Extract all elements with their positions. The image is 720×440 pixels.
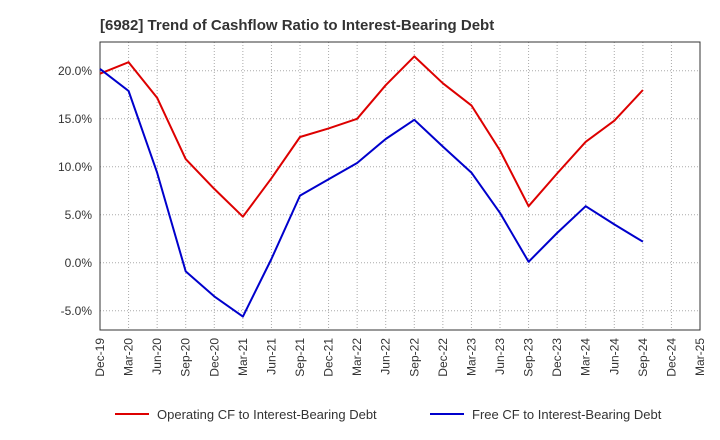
x-tick-label: Mar-21 [236,338,250,376]
x-tick-label: Mar-24 [579,338,593,376]
series-line-free-cf [99,68,644,318]
y-tick-label: 10.0% [58,160,92,174]
legend-item: Free CF to Interest-Bearing Debt [430,407,662,422]
x-tick-label: Dec-20 [207,338,221,377]
y-tick-label: 0.0% [65,256,93,270]
x-tick-label: Sep-23 [522,338,536,377]
x-tick-label: Mar-23 [464,338,478,376]
y-tick-label: 5.0% [65,208,93,222]
x-tick-label: Dec-19 [93,338,107,377]
legend-label: Operating CF to Interest-Bearing Debt [157,407,377,422]
x-tick-label: Dec-21 [322,338,336,377]
x-tick-label: Dec-23 [550,338,564,377]
x-tick-label: Sep-24 [636,338,650,377]
plot-background [100,42,700,330]
y-tick-label: -5.0% [61,304,93,318]
x-tick-label: Jun-21 [264,338,278,375]
x-tick-label: Jun-23 [493,338,507,375]
chart-title: [6982] Trend of Cashflow Ratio to Intere… [100,17,494,34]
y-tick-label: 15.0% [58,112,92,126]
x-tick-label: Dec-22 [436,338,450,377]
legend-item: Operating CF to Interest-Bearing Debt [115,407,377,422]
x-tick-label: Mar-22 [350,338,364,376]
x-tick-label: Sep-21 [293,338,307,377]
x-tick-label: Mar-25 [693,338,707,376]
x-tick-label: Jun-24 [607,338,621,375]
legend-label: Free CF to Interest-Bearing Debt [472,407,662,422]
x-tick-label: Sep-22 [407,338,421,377]
x-tick-label: Mar-20 [122,338,136,376]
plot-area: -5.0% 0.0% 5.0% 10.0% 15.0% 20.0% Dec-19 Mar-20… [58,41,707,377]
series-line-operating-cf [99,55,644,218]
x-tick-label: Sep-20 [179,338,193,377]
y-tick-label: 20.0% [58,64,92,78]
x-tick-label: Dec-24 [664,338,678,377]
legend: Operating CF to Interest-Bearing Debt Fre… [115,407,662,422]
x-tick-label: Jun-20 [150,338,164,375]
x-tick-label: Jun-22 [379,338,393,375]
plot-border [99,41,701,331]
